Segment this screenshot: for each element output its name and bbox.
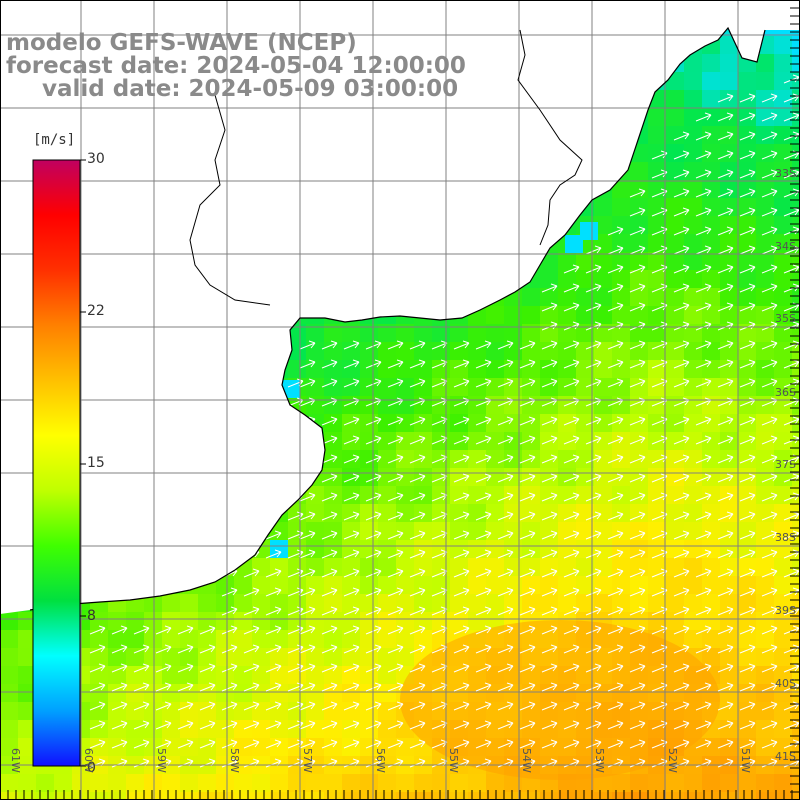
wind-arrows — [89, 74, 800, 768]
lat-label-38s: 38S — [775, 531, 796, 544]
valid-date: valid date: 2024-05-09 03:00:00 — [42, 76, 459, 102]
lat-label-36s: 36S — [775, 386, 796, 399]
lat-label-35s: 35S — [775, 312, 796, 325]
colorbar-tick-22: 22 — [87, 303, 105, 319]
colorbar-unit-label: [m/s] — [33, 132, 76, 148]
coastline — [29, 26, 766, 611]
colorbar-tick-0: 0 — [87, 760, 96, 776]
lon-label-54w: 54W — [520, 748, 533, 773]
lon-label-53w: 53W — [593, 748, 606, 773]
lon-label-60w: 60W — [82, 748, 95, 773]
colorbar — [32, 159, 86, 767]
land-mass — [0, 0, 800, 614]
lon-label-51w: 51W — [739, 748, 752, 773]
lon-label-56w: 56W — [374, 748, 387, 773]
colorbar-tick-8: 8 — [87, 608, 96, 624]
lon-label-58w: 58W — [228, 748, 241, 773]
lat-label-33s: 33S — [775, 167, 796, 180]
lat-label-39s: 39S — [775, 604, 796, 617]
forecast-date: forecast date: 2024-05-04 12:00:00 — [6, 53, 466, 79]
colorbar-tick-15: 15 — [87, 455, 105, 471]
model-title: modelo GEFS-WAVE (NCEP) — [6, 30, 357, 56]
lon-label-61w: 61W — [9, 748, 22, 773]
lon-label-52w: 52W — [666, 748, 679, 773]
lat-label-37s: 37S — [775, 458, 796, 471]
lon-label-59w: 59W — [155, 748, 168, 773]
lon-label-55w: 55W — [447, 748, 460, 773]
lat-label-40s: 40S — [775, 677, 796, 690]
lat-label-41s: 41S — [775, 750, 796, 763]
colorbar-tick-30: 30 — [87, 151, 105, 167]
lon-label-57w: 57W — [301, 748, 314, 773]
lat-label-34s: 34S — [775, 240, 796, 253]
